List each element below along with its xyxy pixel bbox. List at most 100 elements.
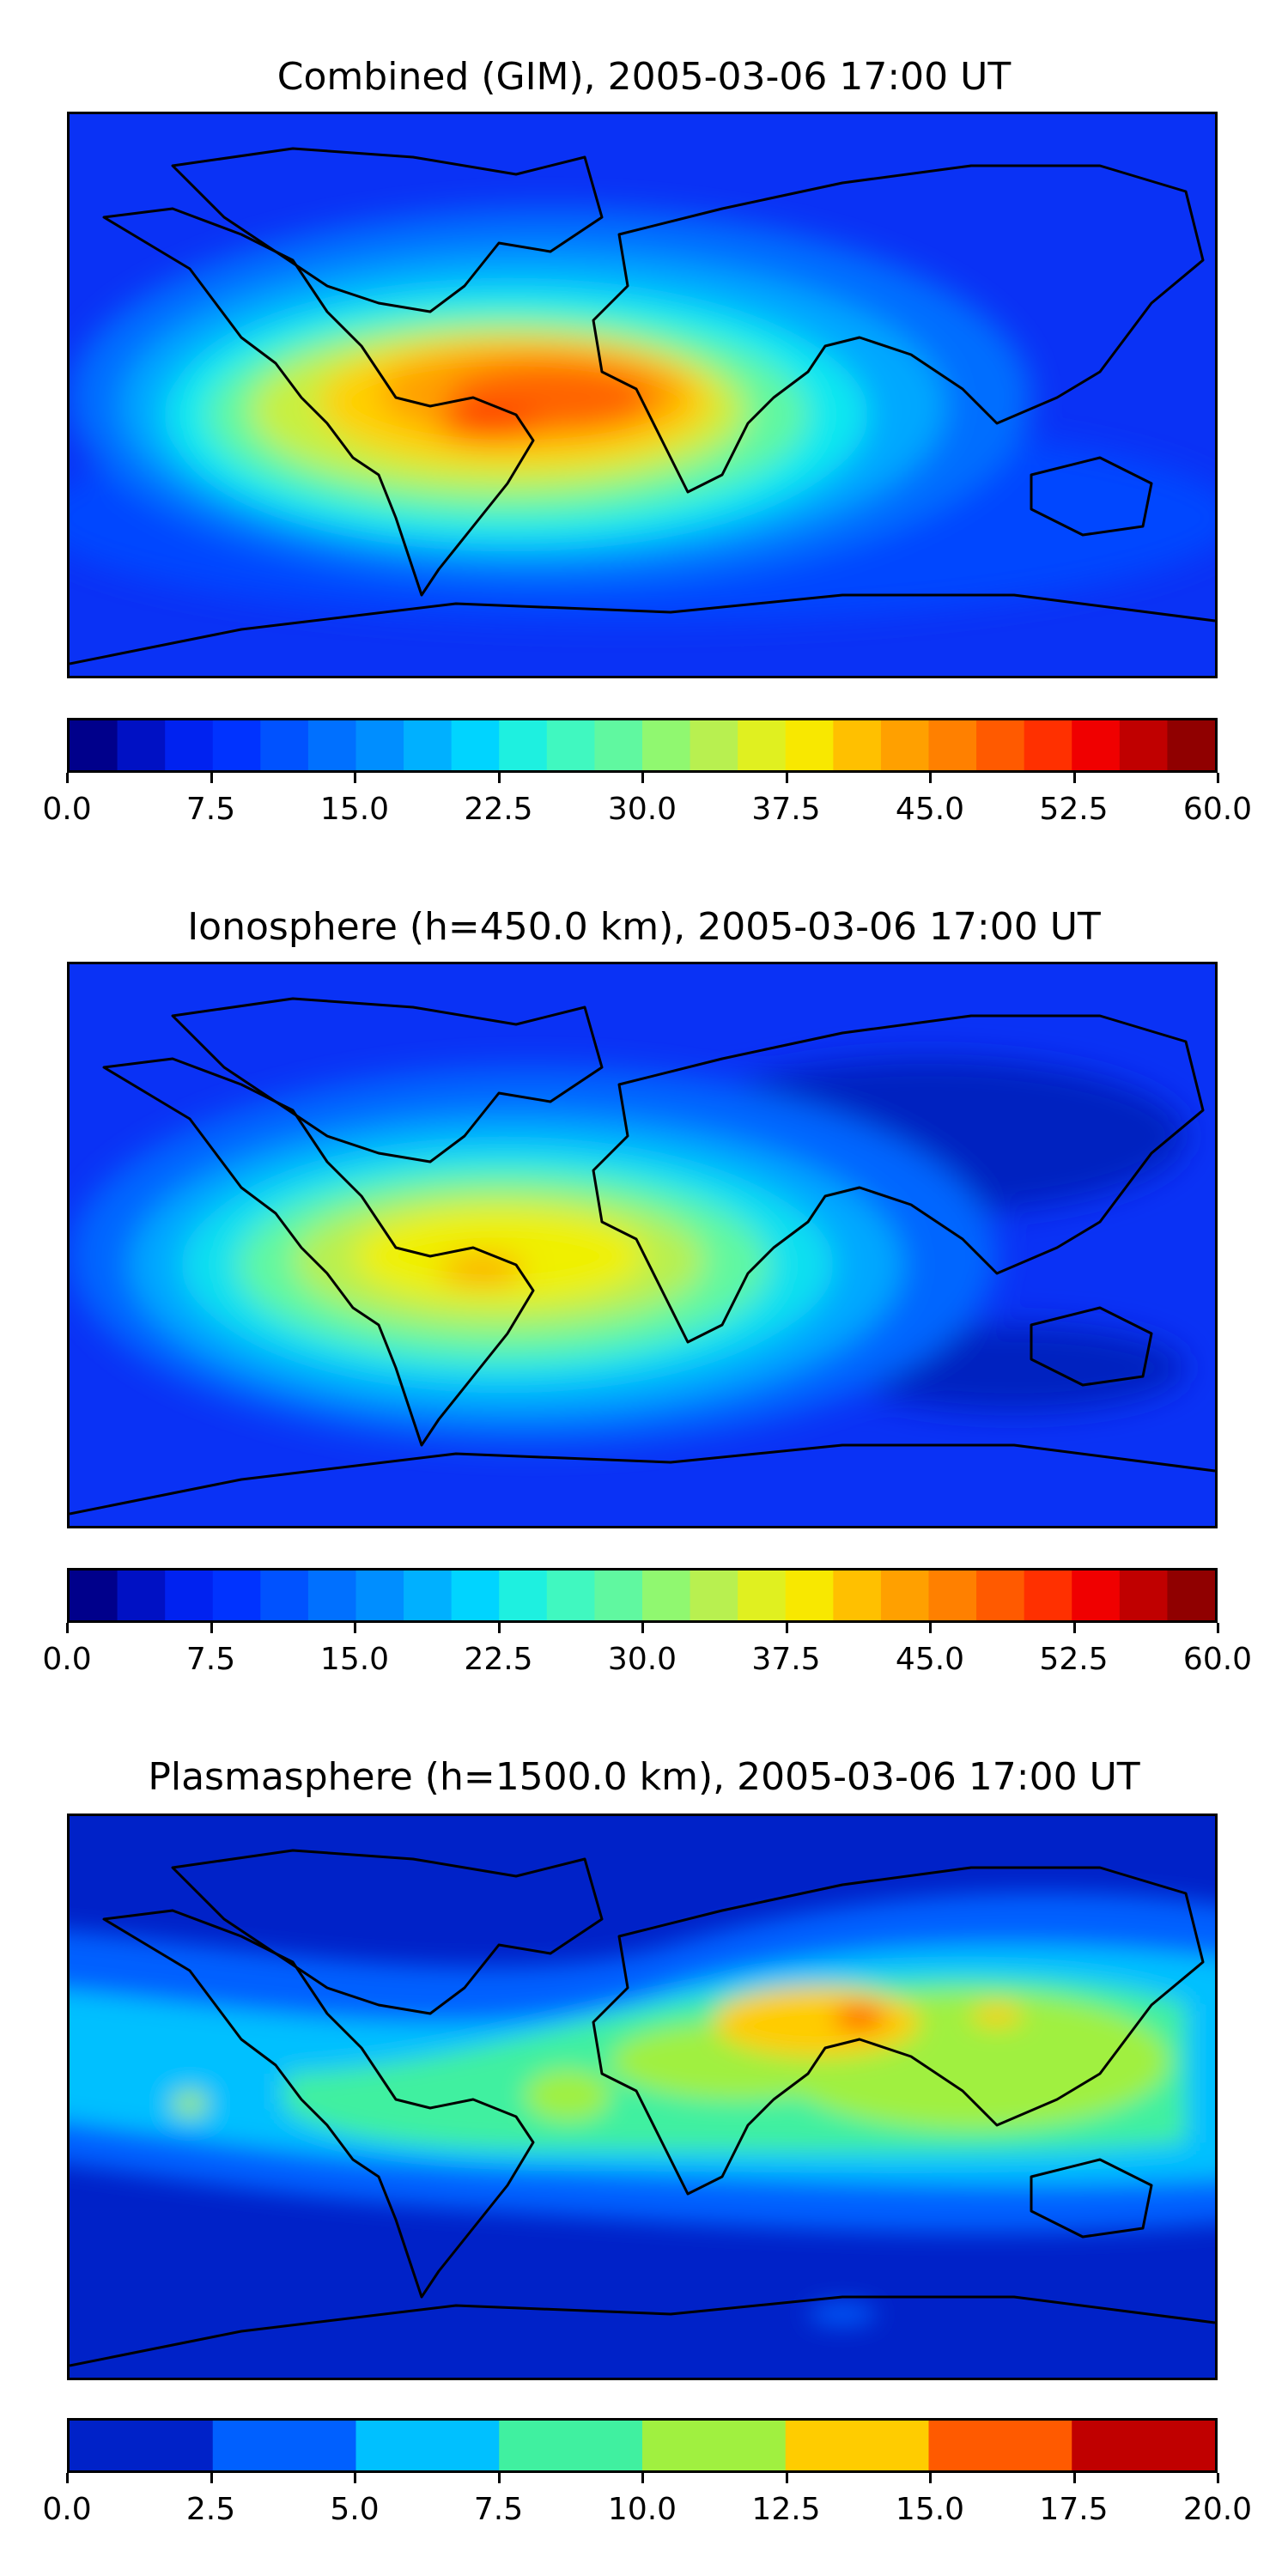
colorbar-tick [210,2473,213,2483]
colorbar-segment [546,720,596,770]
colorbar-segment [451,720,500,770]
colorbar-segment [355,1571,404,1620]
colorbar-segment [355,720,404,770]
colorbar-segment [785,1571,834,1620]
colorbar-segment [1072,2421,1215,2470]
colorbar-segment [976,1571,1025,1620]
colorbar-segment [307,720,357,770]
colorbar-tick-label: 45.0 [895,1642,965,1677]
colorbar-segment [212,2421,357,2470]
colorbar-tick-label: 12.5 [751,2492,821,2527]
colorbar-tick-label: 30.0 [607,792,677,827]
ionosphere-map-title: Ionosphere (h=450.0 km), 2005-03-06 17:0… [187,905,1101,949]
colorbar-tick [1072,1623,1076,1633]
colorbar-tick-label: 0.0 [42,1642,92,1677]
ionosphere-colorbar [67,1568,1218,1623]
colorbar-tick [1072,2473,1076,2483]
ionosphere-colorbar-ticks: 0.0 7.5 15.0 22.5 30.0 37.5 45.0 52.5 60… [42,1623,1252,1677]
colorbar-tick-label: 0.0 [42,2492,92,2527]
colorbar-tick [929,2473,932,2483]
colorbar-segment [70,1571,118,1620]
colorbar-tick [354,2473,356,2483]
combined-colorbar-ticks: 0.0 7.5 15.0 22.5 30.0 37.5 45.0 52.5 60… [42,773,1252,827]
combined-colorbar [67,718,1218,773]
colorbar-tick-label: 22.5 [464,1642,533,1677]
colorbar-tick-label: 20.0 [1182,2492,1253,2527]
colorbar-segment [260,720,309,770]
colorbar-segment [546,1571,596,1620]
plasmasphere-map-title: Plasmasphere (h=1500.0 km), 2005-03-06 1… [148,1755,1140,1799]
colorbar-tick [1217,2473,1219,2483]
colorbar-segment [928,1571,977,1620]
colorbar-tick-label: 30.0 [607,1642,677,1677]
colorbar-segment [212,1571,261,1620]
colorbar-tick-label: 52.5 [1039,1642,1109,1677]
colorbar-segment [594,1571,643,1620]
ionosphere-tec-map [67,962,1218,1528]
colorbar-segment [594,720,643,770]
colorbar-segment [1119,720,1169,770]
colorbar-segment [642,720,691,770]
colorbar-segment [212,720,261,770]
colorbar-tick-label: 60.0 [1182,792,1253,827]
plasmasphere-colorbar [67,2418,1218,2473]
colorbar-segment [880,1571,930,1620]
colorbar-segment [117,720,166,770]
colorbar-tick-label: 10.0 [607,2492,677,2527]
colorbar-tick [66,1623,69,1633]
colorbar-tick-label: 52.5 [1039,792,1109,827]
colorbar-tick [641,1623,644,1633]
colorbar-segment [355,2421,500,2470]
colorbar-tick-label: 7.5 [185,1642,236,1677]
colorbar-tick [785,773,788,783]
colorbar-segment [642,1571,691,1620]
combined-map-title: Combined (GIM), 2005-03-06 17:00 UT [276,55,1012,99]
colorbar-tick-label: 45.0 [895,792,965,827]
colorbar-segment [1167,720,1215,770]
colorbar-segment [404,1571,453,1620]
colorbar-tick [1217,773,1219,783]
colorbar-segment [833,720,882,770]
colorbar-tick-label: 15.0 [319,1642,390,1677]
colorbar-tick-label: 7.5 [473,2492,524,2527]
colorbar-tick-label: 17.5 [1039,2492,1109,2527]
colorbar-tick [785,2473,788,2483]
colorbar-tick [210,773,213,783]
plasmasphere-colorbar-ticks: 0.0 2.5 5.0 7.5 10.0 12.5 15.0 17.5 20.0 [42,2473,1252,2527]
colorbar-tick [497,773,501,783]
colorbar-tick [497,1623,501,1633]
colorbar-segment [1024,720,1072,770]
colorbar-segment [785,2421,930,2470]
colorbar-tick [497,2473,501,2483]
colorbar-tick [66,773,69,783]
colorbar-tick-label: 0.0 [42,792,92,827]
colorbar-segment [499,2421,643,2470]
colorbar-segment [690,1571,738,1620]
colorbar-tick-label: 60.0 [1182,1642,1253,1677]
combined-tec-map [67,112,1218,678]
colorbar-segment [1024,1571,1072,1620]
colorbar-segment [738,1571,787,1620]
colorbar-segment [499,1571,548,1620]
colorbar-tick [641,2473,644,2483]
colorbar-tick [1217,1623,1219,1633]
colorbar-tick-label: 37.5 [751,1642,821,1677]
colorbar-tick [641,773,644,783]
colorbar-tick [210,1623,213,1633]
colorbar-segment [404,720,453,770]
colorbar-segment [499,720,548,770]
colorbar-tick-label: 5.0 [330,2492,380,2527]
colorbar-segment [642,2421,787,2470]
colorbar-tick [785,1623,788,1633]
colorbar-segment [976,720,1025,770]
colorbar-tick-label: 22.5 [464,792,533,827]
colorbar-segment [1072,1571,1121,1620]
colorbar-segment [70,2421,214,2470]
colorbar-tick-label: 7.5 [185,792,236,827]
colorbar-segment [690,720,738,770]
colorbar-segment [117,1571,166,1620]
colorbar-segment [70,720,118,770]
colorbar-tick [354,1623,356,1633]
colorbar-segment [260,1571,309,1620]
colorbar-segment [928,2421,1072,2470]
